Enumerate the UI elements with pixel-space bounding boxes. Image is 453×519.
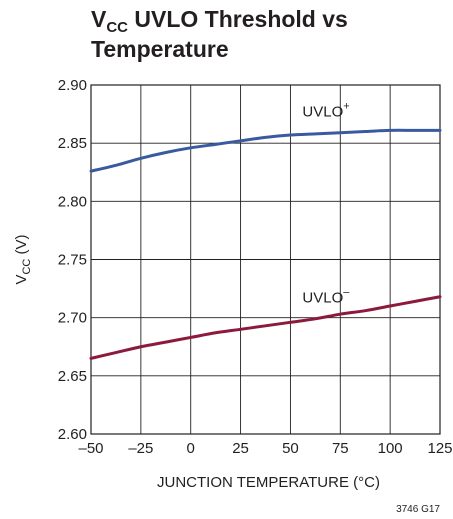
- series-label-uvlo-minus: UVLO–: [302, 287, 350, 307]
- y-tick-label: 2.85: [58, 135, 87, 152]
- y-axis-label: VCC (V): [13, 234, 33, 284]
- series-group: [89, 128, 442, 360]
- x-tick-label: 125: [427, 440, 452, 457]
- x-tick-labels: –50 –25 0 25 50 75 100 125: [78, 440, 452, 457]
- x-tick-label: 50: [282, 440, 299, 457]
- series-label-uvlo-plus: UVLO+: [302, 100, 349, 120]
- figure-number: 3746 G17: [396, 504, 440, 515]
- chart-title-line2: Temperature: [91, 36, 229, 62]
- x-tick-label: 25: [232, 440, 249, 457]
- y-tick-label: 2.70: [58, 310, 87, 327]
- y-tick-label: 2.60: [58, 426, 87, 443]
- x-tick-label: –25: [128, 440, 153, 457]
- x-tick-label: 0: [187, 440, 195, 457]
- plot-frame: [90, 84, 441, 435]
- x-tick-label: 100: [378, 440, 403, 457]
- series-line-uvlo-minus: [89, 295, 442, 360]
- x-axis-label: JUNCTION TEMPERATURE (°C): [157, 474, 380, 491]
- chart-title-line1: VCC UVLO Threshold vs: [91, 6, 348, 36]
- y-tick-label: 2.90: [58, 77, 87, 94]
- y-tick-label: 2.65: [58, 368, 87, 385]
- y-tick-label: 2.75: [58, 252, 87, 269]
- y-tick-labels: 2.60 2.65 2.70 2.75 2.80 2.85 2.90: [58, 77, 87, 443]
- chart-title: VCC UVLO Threshold vs Temperature: [91, 6, 348, 62]
- x-tick-label: 75: [332, 440, 349, 457]
- x-tick-label: –50: [78, 440, 103, 457]
- y-tick-label: 2.80: [58, 193, 87, 210]
- series-line-uvlo-plus: [89, 128, 442, 173]
